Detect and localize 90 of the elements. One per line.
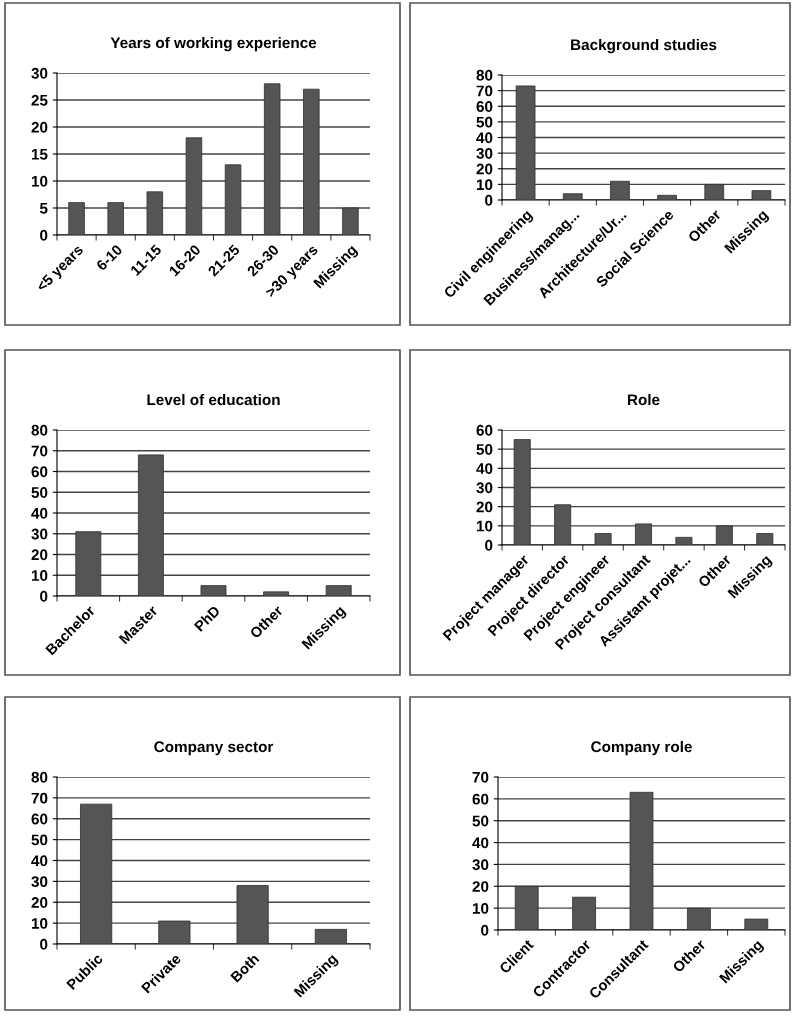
bar: [594, 533, 612, 545]
bar: [756, 533, 774, 545]
y-tick-label: 30: [31, 876, 48, 888]
chart-title: Level of education: [147, 393, 280, 406]
y-tick-label: 50: [476, 116, 493, 128]
y-tick-label: 25: [31, 94, 48, 106]
bar: [80, 803, 113, 944]
y-tick-label: 50: [476, 444, 493, 455]
y-tick-label: 5: [39, 203, 48, 214]
y-tick-label: 0: [40, 229, 48, 241]
bar: [236, 885, 269, 944]
y-tick-label: 60: [472, 793, 489, 805]
y-tick-label: 40: [472, 837, 489, 849]
y-tick-label: 30: [476, 482, 493, 494]
bar: [263, 591, 290, 596]
bar: [158, 920, 191, 944]
y-tick-label: 0: [40, 938, 48, 950]
y-tick-label: 70: [476, 85, 493, 97]
y-tick-label: 40: [476, 132, 493, 144]
bar: [687, 907, 711, 930]
y-tick-label: 0: [485, 539, 493, 551]
y-tick-label: 40: [476, 463, 493, 475]
bar: [200, 585, 227, 596]
bar: [513, 439, 531, 545]
bar: [515, 85, 536, 200]
y-tick-label: 20: [31, 121, 48, 133]
chart-title: Background studies: [571, 38, 717, 54]
bar: [75, 531, 102, 596]
bar: [107, 202, 124, 235]
bar: [314, 928, 347, 944]
y-tick-label: 10: [31, 175, 48, 187]
bar: [263, 83, 281, 235]
y-tick-label: 10: [476, 179, 493, 191]
y-tick-label: 60: [31, 813, 48, 825]
bar: [715, 525, 733, 545]
bar: [634, 523, 653, 545]
chart-title: Years of working experience: [110, 36, 317, 52]
bar: [146, 191, 164, 235]
y-tick-label: 40: [31, 855, 48, 867]
bar: [224, 164, 242, 235]
bar: [303, 88, 320, 235]
y-tick-label: 70: [472, 771, 489, 783]
bar: [185, 137, 203, 235]
bar: [562, 193, 583, 200]
y-tick-label: 30: [31, 67, 48, 79]
chart-title: Company sector: [154, 741, 274, 756]
y-tick-label: 10: [472, 903, 489, 914]
y-tick-label: 50: [31, 487, 48, 498]
y-tick-label: 40: [31, 507, 48, 519]
bar: [68, 202, 85, 235]
bar: [514, 885, 539, 930]
y-tick-label: 20: [472, 881, 489, 892]
y-tick-label: 70: [31, 445, 48, 457]
bar: [610, 180, 630, 200]
y-tick-label: 15: [31, 149, 48, 160]
bar: [554, 504, 572, 545]
chart-title: Role: [627, 393, 660, 406]
y-tick-label: 0: [485, 194, 493, 206]
y-tick-label: 80: [476, 69, 493, 81]
y-tick-label: 30: [472, 859, 489, 871]
bar: [675, 536, 693, 545]
y-tick-label: 10: [31, 570, 48, 581]
bar: [657, 194, 677, 200]
y-tick-label: 60: [476, 101, 493, 112]
y-tick-label: 10: [476, 520, 493, 532]
y-tick-label: 20: [31, 549, 48, 561]
y-tick-label: 0: [481, 924, 489, 936]
y-tick-label: 50: [31, 834, 48, 846]
y-tick-label: 60: [31, 466, 48, 478]
y-tick-label: 20: [476, 163, 493, 175]
y-tick-label: 80: [31, 771, 48, 783]
y-tick-label: 30: [476, 147, 493, 159]
y-tick-label: 0: [40, 590, 48, 602]
bar: [572, 896, 596, 930]
chart-title: Company role: [591, 740, 692, 756]
bar: [325, 585, 352, 596]
y-tick-label: 80: [31, 424, 48, 436]
y-tick-label: 20: [476, 501, 493, 513]
y-tick-label: 60: [476, 424, 493, 436]
y-tick-label: 10: [31, 917, 48, 929]
y-tick-label: 50: [472, 815, 489, 827]
y-tick-label: 70: [31, 792, 48, 804]
bar: [744, 918, 769, 930]
bar: [704, 183, 725, 200]
bar: [342, 207, 359, 235]
y-tick-label: 30: [31, 528, 48, 540]
y-tick-label: 20: [31, 897, 48, 908]
bar: [629, 791, 654, 930]
bar: [751, 190, 772, 200]
bar: [137, 454, 164, 596]
